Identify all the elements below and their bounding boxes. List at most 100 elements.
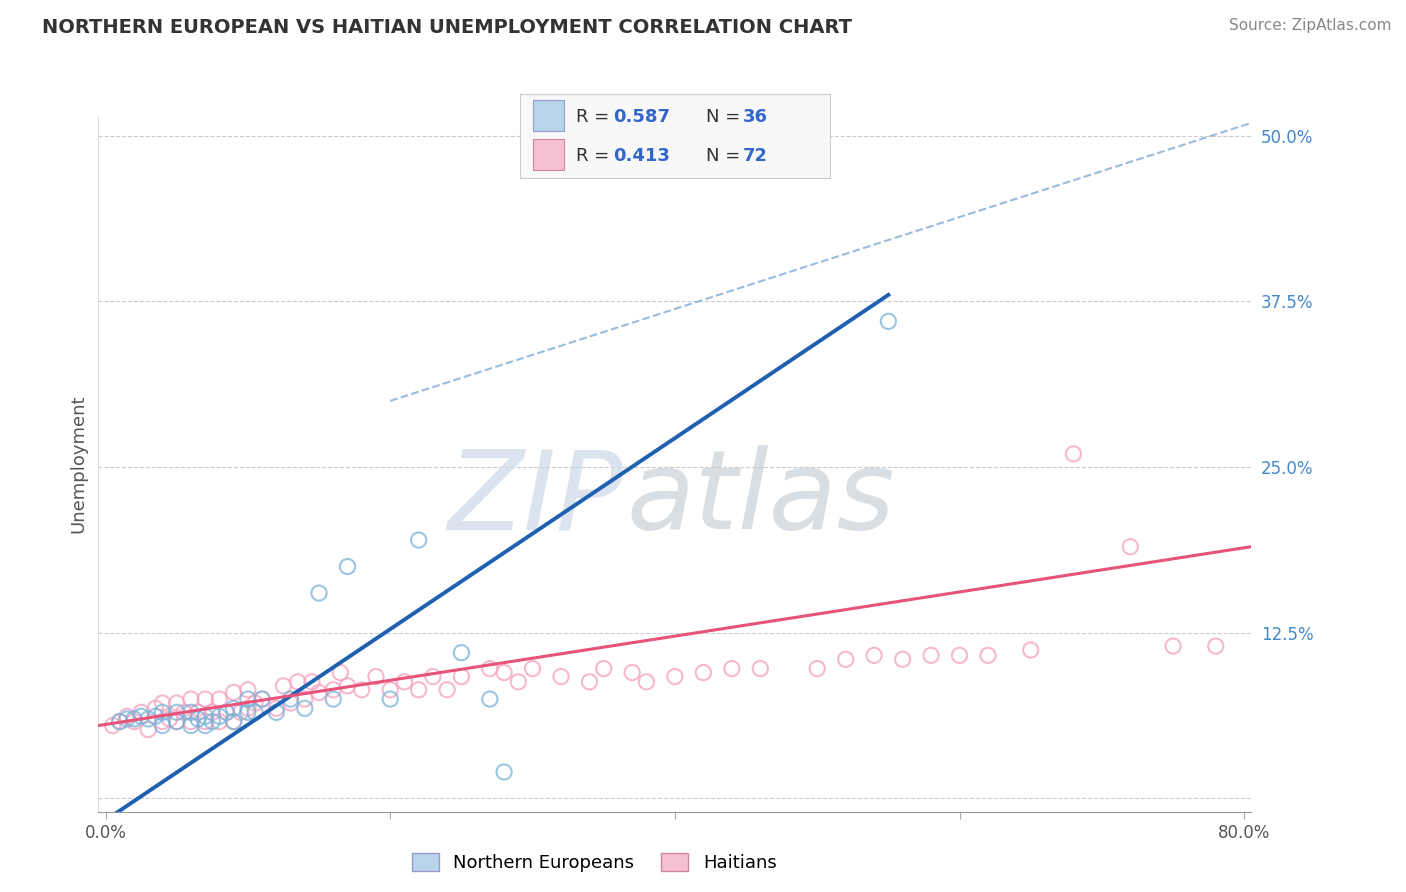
- Point: [166, 714, 188, 729]
- Point: [621, 665, 644, 680]
- Point: [1062, 447, 1084, 461]
- Point: [166, 706, 188, 720]
- Point: [294, 692, 316, 706]
- Point: [329, 665, 352, 680]
- Point: [877, 314, 900, 328]
- Point: [977, 648, 1000, 663]
- Point: [152, 714, 174, 729]
- Point: [301, 674, 323, 689]
- Point: [236, 701, 259, 715]
- Point: [201, 706, 224, 720]
- Point: [322, 682, 344, 697]
- Text: 72: 72: [742, 146, 768, 164]
- Point: [180, 692, 202, 706]
- Text: N =: N =: [706, 146, 745, 164]
- Text: N =: N =: [706, 108, 745, 126]
- Point: [863, 648, 886, 663]
- Point: [215, 706, 238, 720]
- Point: [129, 706, 152, 720]
- Point: [380, 682, 402, 697]
- Point: [749, 662, 772, 676]
- Point: [720, 662, 742, 676]
- Point: [152, 706, 174, 720]
- Point: [636, 674, 658, 689]
- Point: [194, 714, 217, 729]
- Point: [294, 701, 316, 715]
- Point: [201, 714, 224, 729]
- Point: [180, 718, 202, 732]
- Text: 36: 36: [742, 108, 768, 126]
- Point: [236, 692, 259, 706]
- Point: [592, 662, 614, 676]
- Point: [194, 692, 217, 706]
- Point: [129, 709, 152, 723]
- Point: [250, 692, 273, 706]
- Point: [450, 669, 472, 683]
- Y-axis label: Unemployment: Unemployment: [69, 394, 87, 533]
- Point: [215, 706, 238, 720]
- Point: [287, 674, 309, 689]
- Point: [494, 665, 516, 680]
- Text: NORTHERN EUROPEAN VS HAITIAN UNEMPLOYMENT CORRELATION CHART: NORTHERN EUROPEAN VS HAITIAN UNEMPLOYMEN…: [42, 18, 852, 37]
- Point: [280, 696, 302, 710]
- Point: [222, 714, 245, 729]
- Point: [664, 669, 686, 683]
- Point: [920, 648, 942, 663]
- Point: [692, 665, 714, 680]
- Point: [280, 692, 302, 706]
- Point: [108, 714, 131, 729]
- Point: [115, 709, 138, 723]
- Point: [478, 692, 501, 706]
- Point: [494, 764, 516, 779]
- Point: [364, 669, 387, 683]
- Point: [1205, 639, 1227, 653]
- Point: [380, 692, 402, 706]
- Point: [408, 533, 430, 547]
- Point: [236, 682, 259, 697]
- Point: [891, 652, 914, 666]
- Point: [478, 662, 501, 676]
- Point: [522, 662, 544, 676]
- Point: [108, 714, 131, 729]
- Point: [236, 706, 259, 720]
- Point: [394, 674, 416, 689]
- Point: [136, 723, 159, 737]
- Point: [194, 718, 217, 732]
- Text: R =: R =: [576, 108, 614, 126]
- Bar: [533, 101, 564, 131]
- Point: [194, 709, 217, 723]
- Point: [336, 679, 359, 693]
- Point: [208, 692, 231, 706]
- Point: [208, 714, 231, 729]
- Point: [806, 662, 828, 676]
- Point: [1161, 639, 1184, 653]
- Point: [550, 669, 572, 683]
- Point: [180, 714, 202, 729]
- Point: [143, 709, 166, 723]
- Point: [187, 712, 209, 726]
- Point: [166, 696, 188, 710]
- Point: [578, 674, 600, 689]
- Point: [243, 696, 266, 710]
- Point: [101, 718, 124, 732]
- Point: [948, 648, 970, 663]
- Text: ZIP: ZIP: [447, 445, 623, 552]
- Point: [122, 712, 145, 726]
- Point: [436, 682, 458, 697]
- Point: [152, 696, 174, 710]
- Text: 0.413: 0.413: [613, 146, 669, 164]
- Text: Source: ZipAtlas.com: Source: ZipAtlas.com: [1229, 18, 1392, 33]
- Point: [208, 709, 231, 723]
- Point: [350, 682, 373, 697]
- Point: [222, 685, 245, 699]
- Point: [166, 714, 188, 729]
- Point: [159, 712, 181, 726]
- Point: [1019, 643, 1042, 657]
- Point: [152, 718, 174, 732]
- Point: [122, 714, 145, 729]
- Point: [115, 712, 138, 726]
- Point: [308, 685, 330, 699]
- Point: [266, 701, 288, 715]
- Point: [173, 706, 195, 720]
- Point: [266, 706, 288, 720]
